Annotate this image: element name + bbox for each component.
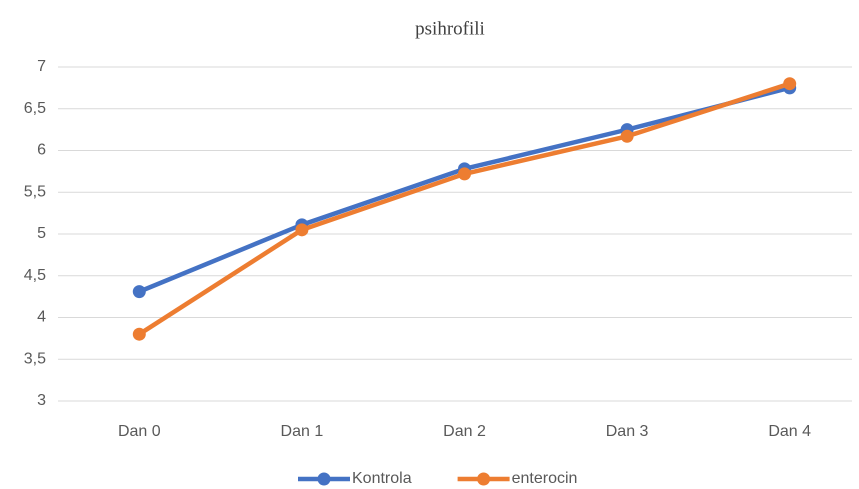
y-tick-label: 4 [37,309,46,326]
data-point [458,167,471,181]
y-tick-label: 3 [37,392,46,409]
x-tick-label: Dan 4 [768,423,811,440]
data-point [132,327,146,341]
legend-marker [477,472,491,486]
y-tick-label: 4,5 [24,267,46,284]
y-tick-label: 6,5 [24,100,46,117]
chart-title: psihrofili [415,18,485,39]
series-line [137,85,792,294]
data-point [295,223,309,237]
series-line [137,81,792,337]
x-tick-label: Dan 0 [118,423,161,440]
legend-label: Kontrola [352,470,412,487]
data-point [620,129,634,143]
y-tick-label: 5,5 [24,183,46,200]
x-tick-label: Dan 2 [443,423,486,440]
data-point [783,77,797,91]
legend-label: enterocin [512,470,578,487]
legend-marker [317,472,331,486]
y-tick-label: 6 [37,142,46,159]
y-tick-label: 7 [37,58,46,75]
x-tick-label: Dan 3 [606,423,649,440]
data-point [132,285,146,299]
y-tick-label: 5 [37,225,46,242]
x-tick-label: Dan 1 [281,423,324,440]
y-tick-label: 3,5 [24,350,46,367]
